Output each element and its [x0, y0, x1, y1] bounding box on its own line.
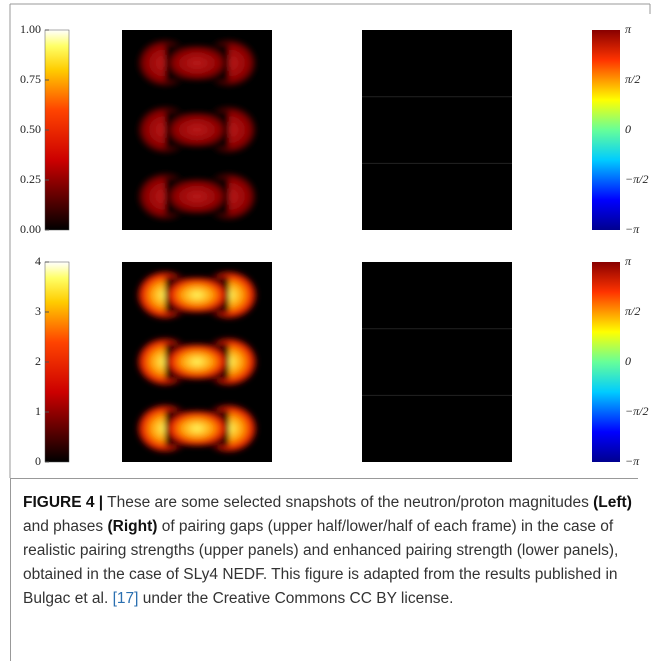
tick-label: −π — [625, 454, 640, 468]
neck — [165, 112, 229, 148]
tick-label: 1.00 — [20, 22, 41, 36]
caption-text: and phases — [23, 518, 107, 535]
tick-label: 4 — [35, 254, 41, 268]
blob — [137, 271, 257, 319]
caption-emph: (Right) — [107, 518, 157, 535]
tick-label: 1 — [35, 404, 41, 418]
blob — [137, 404, 257, 452]
tick-label: 0 — [35, 454, 41, 468]
tick-label: 2 — [35, 354, 41, 368]
caption-label: FIGURE 4 | — [23, 494, 103, 511]
neck — [165, 277, 229, 313]
tick-label: π/2 — [625, 304, 640, 318]
tick-label: 0.00 — [20, 222, 41, 236]
tick-label: 0.75 — [20, 72, 41, 86]
caption-text: under the Creative Commons CC BY license… — [138, 590, 453, 607]
blob — [137, 39, 257, 87]
neck — [165, 45, 229, 81]
neck — [165, 344, 229, 380]
tick-label: π/2 — [625, 72, 640, 86]
caption: FIGURE 4 | These are some selected snaps… — [10, 478, 638, 661]
phase-panel — [362, 262, 512, 462]
caption-emph: (Left) — [593, 494, 632, 511]
phase-panel — [362, 30, 512, 230]
tick-label: π — [625, 254, 632, 268]
tick-label: 0 — [625, 354, 631, 368]
blob — [137, 338, 257, 386]
blob — [137, 106, 257, 154]
colorbar — [592, 262, 620, 462]
colorbar — [592, 30, 620, 230]
tick-label: −π/2 — [625, 172, 648, 186]
tick-label: 3 — [35, 304, 41, 318]
page: 1.00 0.75 0.50 0.25 0.00 π π/2 0 −π/2 −π 4 3 2 1 0 π π/2… — [0, 0, 657, 654]
tick-label: −π — [625, 222, 640, 236]
neck — [165, 178, 229, 214]
figure: 1.00 0.75 0.50 0.25 0.00 π π/2 0 −π/2 −π 4 3 2 1 0 π π/2… — [0, 0, 657, 478]
tick-label: 0.25 — [20, 172, 41, 186]
neck — [165, 410, 229, 446]
tick-label: −π/2 — [625, 404, 648, 418]
blob — [137, 172, 257, 220]
citation[interactable]: [17] — [113, 590, 139, 607]
caption-text: These are some selected snapshots of the… — [103, 494, 593, 511]
tick-label: π — [625, 22, 632, 36]
tick-label: 0 — [625, 122, 631, 136]
tick-label: 0.50 — [20, 122, 41, 136]
